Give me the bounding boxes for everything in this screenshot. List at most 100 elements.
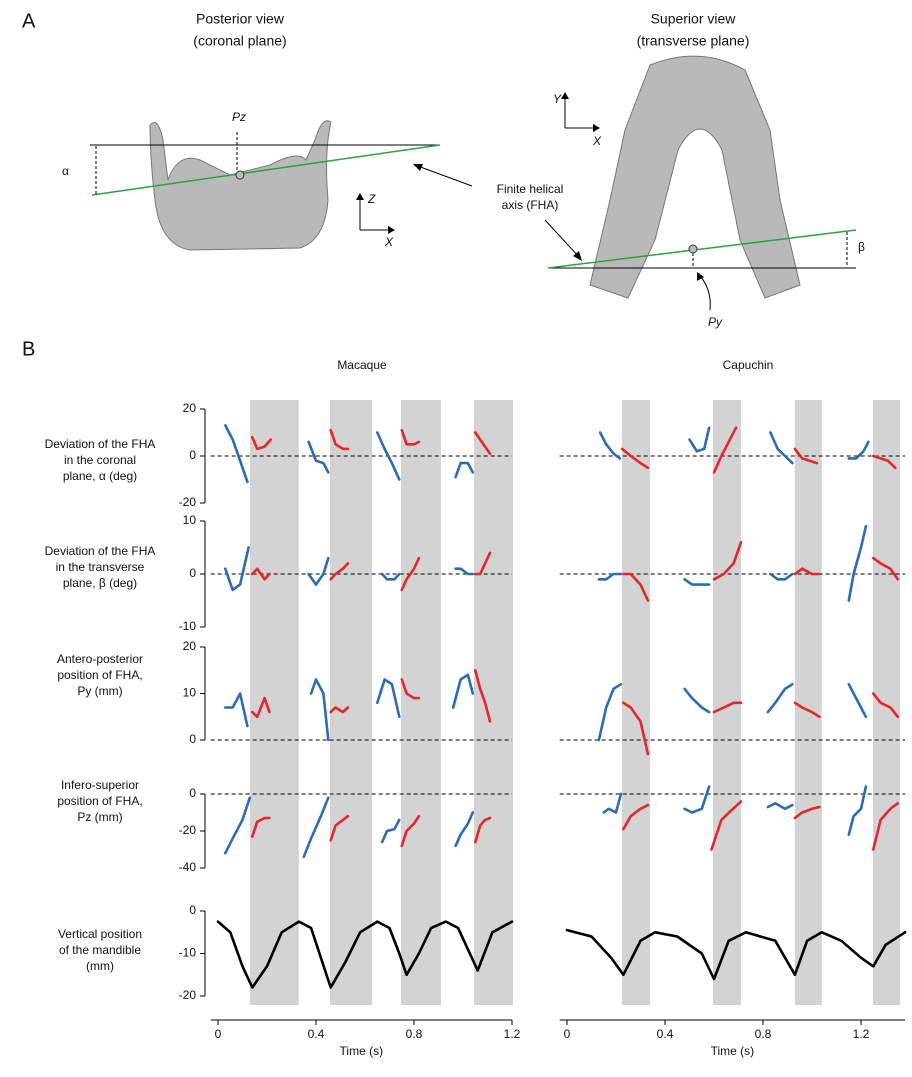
row-label: Deviation of the FHA — [45, 437, 156, 451]
shaded-interval — [794, 884, 822, 1005]
y-tick-label: -20 — [179, 495, 197, 509]
shaded-interval — [249, 770, 299, 884]
curve — [451, 673, 475, 709]
curve — [766, 682, 794, 714]
shaded-interval — [249, 636, 299, 770]
shaded-interval — [329, 770, 373, 884]
arrow-head — [561, 92, 569, 99]
x-tick-label: 0.8 — [406, 1027, 423, 1041]
curve — [329, 562, 350, 581]
arrow-head — [697, 272, 704, 281]
curve — [847, 785, 868, 836]
arrow-head — [593, 124, 600, 132]
view-title: Posterior view — [196, 11, 285, 27]
curve — [712, 426, 738, 474]
y-tick-label: 20 — [183, 639, 197, 653]
shaded-interval — [401, 636, 441, 770]
curve — [400, 678, 421, 700]
curve — [872, 556, 900, 581]
curve — [683, 578, 711, 586]
curve — [224, 546, 250, 592]
row-label: Antero-posterior — [57, 652, 143, 666]
charts: Macaque Deviation of the FHA in the corona… — [45, 358, 907, 1058]
py-point — [688, 244, 698, 254]
shaded-interval — [873, 636, 900, 770]
curve — [710, 800, 743, 851]
fha-label: axis (FHA) — [502, 198, 559, 212]
curve — [251, 435, 272, 451]
arrow-head — [388, 226, 395, 234]
curve — [454, 567, 475, 576]
shaded-interval — [621, 770, 651, 884]
curve — [872, 802, 900, 851]
curve — [309, 678, 330, 742]
curve — [251, 567, 271, 581]
shaded-interval — [401, 884, 441, 1005]
row-label: position of FHA, — [57, 794, 142, 808]
curve — [329, 428, 350, 451]
row-label: in the transverse — [56, 560, 145, 574]
column-title: Macaque — [337, 358, 387, 372]
shaded-interval — [873, 770, 900, 884]
curve — [598, 431, 622, 460]
arrow-head — [413, 164, 423, 171]
row-label: position of FHA, — [57, 668, 142, 682]
curve — [454, 461, 475, 479]
curve — [793, 805, 821, 820]
y-tick-label: -20 — [179, 823, 197, 837]
shaded-interval — [474, 884, 513, 1005]
curve — [622, 803, 650, 831]
curve — [683, 785, 711, 814]
view-subtitle: (coronal plane) — [193, 33, 286, 49]
curve — [302, 796, 330, 859]
shaded-interval — [329, 636, 373, 770]
row-label: Infero-superior — [61, 778, 139, 792]
arrow-head — [356, 193, 364, 200]
curve — [766, 802, 794, 811]
y-tick-label: 10 — [183, 686, 197, 700]
curve — [251, 696, 271, 719]
curve — [793, 701, 821, 719]
pointer — [544, 219, 581, 259]
curve — [474, 669, 492, 723]
y-tick-label: -10 — [179, 619, 197, 633]
x-tick-label: 0.4 — [657, 1027, 674, 1041]
fha-label: Finite helical — [497, 182, 564, 196]
shaded-interval — [794, 770, 822, 884]
pz-point — [235, 170, 245, 180]
curve — [622, 572, 650, 602]
curve — [565, 928, 907, 981]
mandible-posterior — [149, 120, 332, 251]
curve — [712, 540, 743, 581]
y-tick-label: -20 — [179, 988, 197, 1002]
view-subtitle: (transverse plane) — [637, 33, 750, 49]
curve — [224, 424, 249, 484]
x-tick-label: 0 — [215, 1027, 222, 1041]
curve — [400, 556, 421, 592]
curve — [793, 447, 819, 465]
mandible-superior — [589, 55, 801, 299]
row-label: Vertical position — [58, 927, 142, 941]
curve — [847, 525, 868, 602]
fha-line — [91, 144, 441, 196]
axis-label: X — [384, 235, 394, 249]
curve — [597, 572, 623, 581]
curve — [620, 447, 650, 470]
y-tick-label: 20 — [183, 401, 197, 415]
curve — [769, 572, 794, 581]
y-tick-label: 0 — [189, 903, 196, 917]
curve — [224, 692, 249, 728]
x-tick-label: 1.2 — [504, 1027, 521, 1041]
curve — [329, 814, 350, 842]
pointer — [699, 275, 711, 311]
row-label: Py (mm) — [77, 684, 122, 698]
curve — [597, 682, 623, 742]
curve — [872, 454, 897, 470]
curve — [602, 792, 623, 814]
shaded-interval — [794, 636, 822, 770]
y-tick-label: 0 — [189, 448, 196, 462]
y-tick-label: 0 — [189, 566, 196, 580]
curve — [474, 551, 492, 576]
curve — [224, 796, 252, 855]
shaded-interval — [401, 770, 441, 884]
